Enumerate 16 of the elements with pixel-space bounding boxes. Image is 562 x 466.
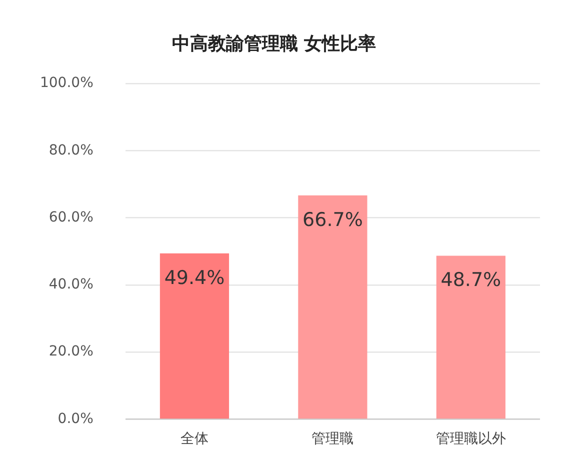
y-tick-label: 20.0% xyxy=(48,344,94,360)
bar xyxy=(160,253,230,419)
y-tick-label: 60.0% xyxy=(48,209,94,226)
bar xyxy=(436,256,506,419)
data-label: 48.7% xyxy=(440,269,502,292)
y-tick-label: 80.0% xyxy=(48,142,94,158)
data-label: 66.7% xyxy=(302,208,363,231)
x-tick-label: 管理職 xyxy=(312,431,354,448)
y-tick-label: 0.0% xyxy=(58,410,94,427)
bar xyxy=(298,195,368,419)
y-tick-label: 100.0% xyxy=(40,75,94,92)
x-tick-label: 全体 xyxy=(180,431,208,448)
x-tick-label: 管理職以外 xyxy=(436,431,506,448)
chart-title: 中高教諭管理職 女性比率 xyxy=(172,33,376,54)
data-label: 49.4% xyxy=(164,266,225,289)
y-tick-label: 40.0% xyxy=(48,276,94,293)
